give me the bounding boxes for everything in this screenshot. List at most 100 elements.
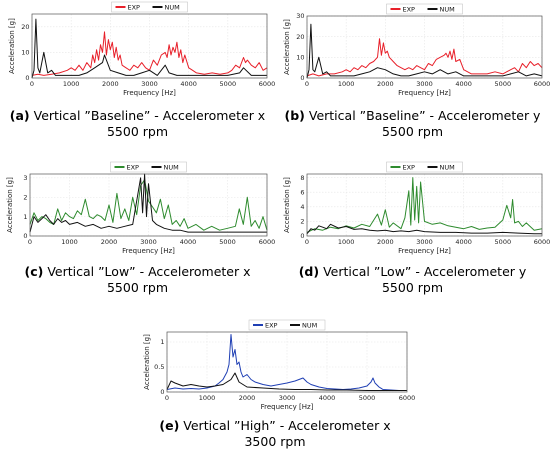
- caption-b-line2: 5500 rpm: [381, 124, 444, 139]
- x-tick-label-c-5: 5000: [219, 238, 236, 246]
- series-num-line-c: [29, 173, 267, 233]
- caption-c: (c) Vertical ”Low” - Accelerometer x 550…: [0, 264, 275, 296]
- caption-b: (b) Vertical ”Baseline” - Accelerometer …: [275, 108, 550, 140]
- y-tick-label-a-2: 20: [21, 23, 29, 31]
- panel-e: 0 1000 2000 3000 4000 5000 6000 0 0.5 1 Frequency …: [135, 318, 415, 458]
- series-exp-line-b: [306, 38, 543, 77]
- x-tick-label-d-4: 4000: [455, 238, 472, 246]
- x-tick-label-c-4: 4000: [180, 238, 197, 246]
- panel-d: 0 1000 2000 3000 4000 5000 6000 0 2 4 6 8 Frequency …: [275, 160, 550, 305]
- y-tick-label-d-3: 6: [300, 188, 304, 196]
- x-tick-label-c-3: 3000: [140, 238, 157, 246]
- y-tick-label-b-2: 20: [296, 33, 304, 41]
- x-axis-label-c: Frequency [Hz]: [122, 247, 175, 255]
- y-tick-label-b-1: 10: [296, 54, 304, 62]
- x-tick-label-e-4: 4000: [319, 394, 336, 402]
- x-tick-label-c-0: 0: [28, 238, 32, 246]
- panel-b: 0 1000 2000 3000 4000 5000 6000 0 10 20 30 Frequenc…: [275, 0, 550, 148]
- x-tick-label-d-6: 6000: [534, 238, 550, 246]
- x-tick-label-d-3: 3000: [416, 238, 433, 246]
- series-num-line-e: [166, 372, 407, 391]
- caption-a-line2: 5500 rpm: [106, 124, 169, 139]
- y-axis-label-c: Acceleration [g]: [6, 177, 14, 233]
- legend-label-num-a: NUM: [165, 3, 180, 11]
- series-num-line-b: [306, 23, 543, 79]
- chart-d: 0 1000 2000 3000 4000 5000 6000 0 2 4 6 8 Frequency …: [283, 161, 550, 255]
- y-axis-label-a: Acceleration [g]: [8, 18, 16, 74]
- x-axis-label-d: Frequency [Hz]: [398, 247, 451, 255]
- x-tick-label-b-5: 5000: [495, 80, 512, 88]
- legend-d: [386, 161, 463, 173]
- series-num-line-d: [306, 223, 542, 235]
- legend-label-exp-c: EXP: [127, 163, 140, 171]
- x-tick-label-a-4: 4000: [180, 80, 197, 88]
- x-axis-label-a: Frequency [Hz]: [123, 89, 176, 97]
- y-tick-label-c-2: 2: [23, 193, 27, 201]
- x-tick-label-e-1: 1000: [199, 394, 216, 402]
- y-tick-label-d-2: 4: [300, 203, 304, 211]
- legend-label-num-d: NUM: [440, 163, 455, 171]
- legend-label-exp-a: EXP: [128, 3, 141, 11]
- y-tick-label-e-1: 0.5: [154, 363, 164, 371]
- legend-a: [111, 1, 188, 13]
- y-tick-label-e-2: 1: [160, 338, 164, 346]
- y-tick-label-c-0: 0: [23, 232, 27, 240]
- y-axis-label-d: Acceleration [g]: [283, 177, 291, 233]
- series-num-line-a: [31, 18, 267, 79]
- legend-c: [110, 161, 187, 173]
- x-tick-label-c-2: 2000: [101, 238, 118, 246]
- x-tick-label-a-6: 6000: [259, 80, 275, 88]
- legend-label-num-c: NUM: [164, 163, 179, 171]
- y-tick-label-a-0: 0: [25, 74, 29, 82]
- legend-label-num-e: NUM: [302, 321, 317, 329]
- y-axis-label-e: Acceleration [g]: [143, 334, 151, 390]
- x-tick-label-b-2: 2000: [377, 80, 394, 88]
- chart-e: 0 1000 2000 3000 4000 5000 6000 0 0.5 1 Frequency …: [143, 319, 415, 411]
- caption-d-label: (d): [298, 264, 320, 279]
- x-tick-label-d-2: 2000: [377, 238, 394, 246]
- x-tick-label-a-2: 2000: [102, 80, 119, 88]
- x-tick-label-c-1: 1000: [61, 238, 78, 246]
- legend-e: [248, 319, 326, 331]
- y-tick-label-d-1: 2: [300, 218, 304, 226]
- legend-b: [386, 3, 463, 15]
- caption-a-line1: Vertical ”Baseline” - Accelerometer x: [33, 108, 266, 123]
- y-tick-label-b-3: 30: [296, 12, 304, 20]
- legend-label-exp-e: EXP: [265, 321, 278, 329]
- caption-a-label: (a): [9, 108, 30, 123]
- y-axis-label-b: Acceleration [g]: [283, 19, 291, 75]
- x-tick-label-b-3: 3000: [416, 80, 433, 88]
- y-tick-label-c-1: 1: [23, 213, 27, 221]
- x-tick-label-b-6: 6000: [534, 80, 550, 88]
- y-tick-label-d-0: 0: [300, 232, 304, 240]
- series-exp-line-c: [29, 179, 268, 231]
- caption-b-line1: Vertical ”Baseline” - Accelerometer y: [308, 108, 541, 123]
- x-tick-label-a-0: 0: [30, 80, 34, 88]
- caption-e: (e) Vertical ”High” - Accelerometer x 35…: [135, 418, 415, 450]
- caption-c-line1: Vertical ”Low” - Accelerometer x: [47, 264, 251, 279]
- x-tick-label-b-1: 1000: [338, 80, 355, 88]
- series-exp-line-d: [306, 177, 543, 233]
- series-exp-line-a: [31, 31, 268, 76]
- caption-a: (a) Vertical ”Baseline” - Accelerometer …: [0, 108, 275, 140]
- x-tick-label-d-0: 0: [305, 238, 309, 246]
- x-axis-label-b: Frequency [Hz]: [398, 89, 451, 97]
- y-tick-label-b-0: 0: [300, 74, 304, 82]
- caption-e-line1: Vertical ”High” - Accelerometer x: [183, 418, 391, 433]
- caption-d-line1: Vertical ”Low” - Accelerometer y: [323, 264, 527, 279]
- y-tick-label-d-4: 8: [300, 174, 304, 182]
- caption-c-line2: 5500 rpm: [106, 280, 169, 295]
- caption-e-label: (e): [159, 418, 180, 433]
- chart-b: 0 1000 2000 3000 4000 5000 6000 0 10 20 30 Frequenc…: [283, 3, 550, 97]
- x-tick-label-a-1: 1000: [63, 80, 80, 88]
- x-tick-label-b-4: 4000: [455, 80, 472, 88]
- x-tick-label-b-0: 0: [305, 80, 309, 88]
- chart-c: 0 1000 2000 3000 4000 5000 6000 0 1 2 3 Frequency […: [6, 161, 275, 255]
- x-tick-label-d-1: 1000: [338, 238, 355, 246]
- x-tick-label-a-5: 5000: [220, 80, 237, 88]
- x-tick-label-c-6: 6000: [259, 238, 275, 246]
- panel-a: 0 1000 2000 3000 4000 5000 6000 0 10 20 Frequency …: [0, 0, 275, 148]
- axes-frame-d: [306, 173, 543, 237]
- caption-d-line2: 5500 rpm: [381, 280, 444, 295]
- caption-d: (d) Vertical ”Low” - Accelerometer y 550…: [275, 264, 550, 296]
